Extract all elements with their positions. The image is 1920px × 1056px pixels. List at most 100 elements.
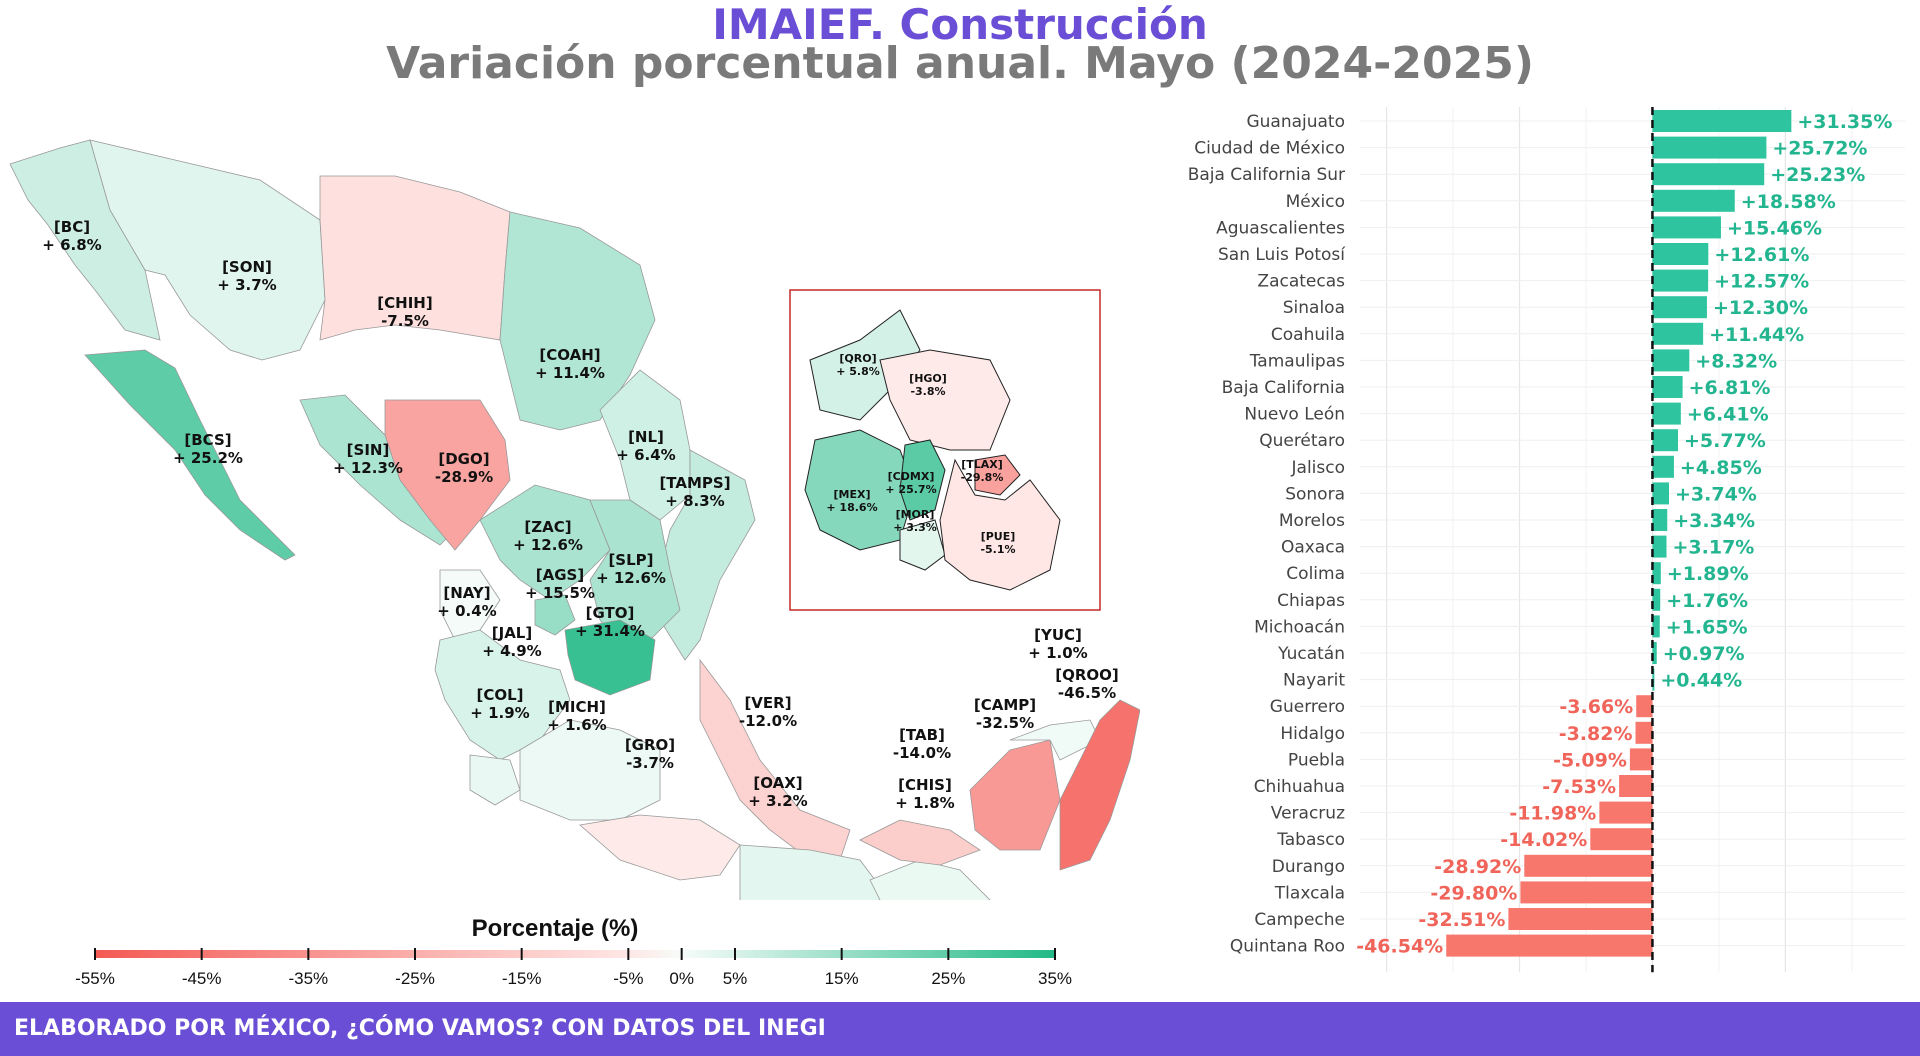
value-label: +3.34% <box>1673 510 1755 532</box>
state-tab <box>859 819 981 866</box>
state-code-label: [GRO] <box>625 736 675 754</box>
inset-state-cdmx <box>899 439 946 521</box>
legend-tick-label: 5% <box>723 969 748 988</box>
inset-state-value-label: + 3.3% <box>893 521 937 534</box>
value-label: -3.66% <box>1559 696 1633 718</box>
bar <box>1652 535 1667 558</box>
category-label: Oaxaca <box>1281 538 1345 558</box>
state-code-label: [GTO] <box>586 604 635 622</box>
value-label: +5.77% <box>1684 430 1766 452</box>
legend-tick-label: -45% <box>182 969 222 988</box>
category-label: Tlaxcala <box>1274 883 1345 903</box>
inset-state-value-label: + 18.6% <box>826 501 877 514</box>
category-label: Guerrero <box>1270 697 1345 717</box>
legend-tick-label: -15% <box>502 969 542 988</box>
bar <box>1652 588 1661 611</box>
state-value-label: -32.5% <box>976 714 1034 732</box>
category-label: San Luis Potosí <box>1218 245 1346 265</box>
bar <box>1446 934 1653 957</box>
state-value-label: + 1.6% <box>547 716 606 734</box>
legend-tick-label: 35% <box>1038 969 1072 988</box>
state-code-label: [BCS] <box>184 431 231 449</box>
value-label: -32.51% <box>1418 909 1505 931</box>
value-label: +1.89% <box>1667 563 1749 585</box>
inset-state-tlax <box>974 454 1021 496</box>
category-label: Ciudad de México <box>1194 139 1345 159</box>
state-value-label: + 31.4% <box>575 622 645 640</box>
state-coah <box>499 211 656 431</box>
category-label: Nayarit <box>1283 671 1345 691</box>
value-label: +8.32% <box>1695 350 1777 372</box>
state-code-label: [SIN] <box>347 441 390 459</box>
value-label: +25.23% <box>1770 164 1865 186</box>
inset-state-code-label: [CDMX] <box>888 470 935 483</box>
state-value-label: + 1.0% <box>1028 644 1087 662</box>
bar <box>1652 402 1681 425</box>
footer-credit: ELABORADO POR MÉXICO, ¿CÓMO VAMOS? CON D… <box>14 1016 826 1041</box>
map-state-shapes <box>9 139 1140 900</box>
bar <box>1652 429 1679 452</box>
state-code-label: [COL] <box>476 686 523 704</box>
state-code-label: [SLP] <box>608 551 653 569</box>
bar <box>1652 562 1661 585</box>
bar <box>1652 243 1709 265</box>
state-code-label: [AGS] <box>536 566 584 584</box>
state-value-label: + 12.6% <box>596 569 666 587</box>
state-value-label: -7.5% <box>381 312 429 330</box>
value-label: +0.44% <box>1660 670 1742 692</box>
state-value-label: + 1.9% <box>470 704 529 722</box>
state-gro <box>579 814 741 881</box>
inset-state-value-label: -3.8% <box>910 385 945 398</box>
state-value-label: + 8.3% <box>665 492 724 510</box>
bar <box>1652 376 1683 398</box>
bar <box>1619 775 1653 797</box>
legend-colorbar <box>95 950 1055 958</box>
state-bc <box>9 139 161 341</box>
inset-state-hgo <box>879 349 1011 451</box>
inset-state-code-label: [MEX] <box>834 488 871 501</box>
state-value-label: -46.5% <box>1058 684 1116 702</box>
inset-state-value-label: -5.1% <box>980 543 1015 556</box>
bar <box>1636 695 1653 718</box>
category-label: Michoacán <box>1254 617 1345 637</box>
value-label: +3.17% <box>1672 537 1754 559</box>
state-chih <box>319 175 511 341</box>
category-label: Jalisco <box>1291 458 1345 478</box>
legend-tick-label: -25% <box>395 969 435 988</box>
bar <box>1652 455 1674 478</box>
chart-title: IMAIEF. Construcción <box>712 0 1208 49</box>
chart-subtitle: Variación porcentual anual. Mayo (2024-2… <box>386 38 1534 89</box>
value-label: +11.44% <box>1709 324 1804 346</box>
inset-map: [QRO]+ 5.8%[HGO]-3.8%[MEX]+ 18.6%[CDMX]+… <box>789 289 1101 611</box>
state-value-label: + 0.4% <box>437 602 496 620</box>
category-label: Morelos <box>1279 511 1345 531</box>
state-code-label: [NAY] <box>443 584 490 602</box>
category-label: Durango <box>1272 857 1345 877</box>
state-value-label: + 3.7% <box>217 276 276 294</box>
state-code-label: [CAMP] <box>974 696 1036 714</box>
state-value-label: + 1.8% <box>895 794 954 812</box>
bar <box>1652 615 1660 638</box>
value-label: +6.41% <box>1687 404 1769 426</box>
value-label: +12.61% <box>1714 244 1809 266</box>
category-label: México <box>1286 192 1345 212</box>
state-bcs <box>84 349 296 561</box>
inset-state-code-label: [HGO] <box>909 372 947 385</box>
category-label: Zacatecas <box>1257 272 1345 292</box>
category-label: Tamaulipas <box>1249 351 1345 371</box>
bar <box>1652 642 1657 664</box>
footer-bar: ELABORADO POR MÉXICO, ¿CÓMO VAMOS? CON D… <box>0 1002 1920 1056</box>
state-value-label: -28.9% <box>435 468 493 486</box>
category-label: Sonora <box>1285 484 1345 504</box>
value-label: -3.82% <box>1559 723 1633 745</box>
state-code-label: [CHIS] <box>898 776 952 794</box>
state-col <box>469 754 521 806</box>
category-label: Sinaloa <box>1283 298 1345 318</box>
state-zac <box>479 484 611 601</box>
state-code-label: [SON] <box>222 258 272 276</box>
state-value-label: + 15.5% <box>525 584 595 602</box>
category-label: Chiapas <box>1277 591 1345 611</box>
state-bar-chart: Guanajuato +31.35% Ciudad de México +25.72%… <box>1188 107 1905 973</box>
bar <box>1524 854 1653 877</box>
bar <box>1652 482 1670 505</box>
